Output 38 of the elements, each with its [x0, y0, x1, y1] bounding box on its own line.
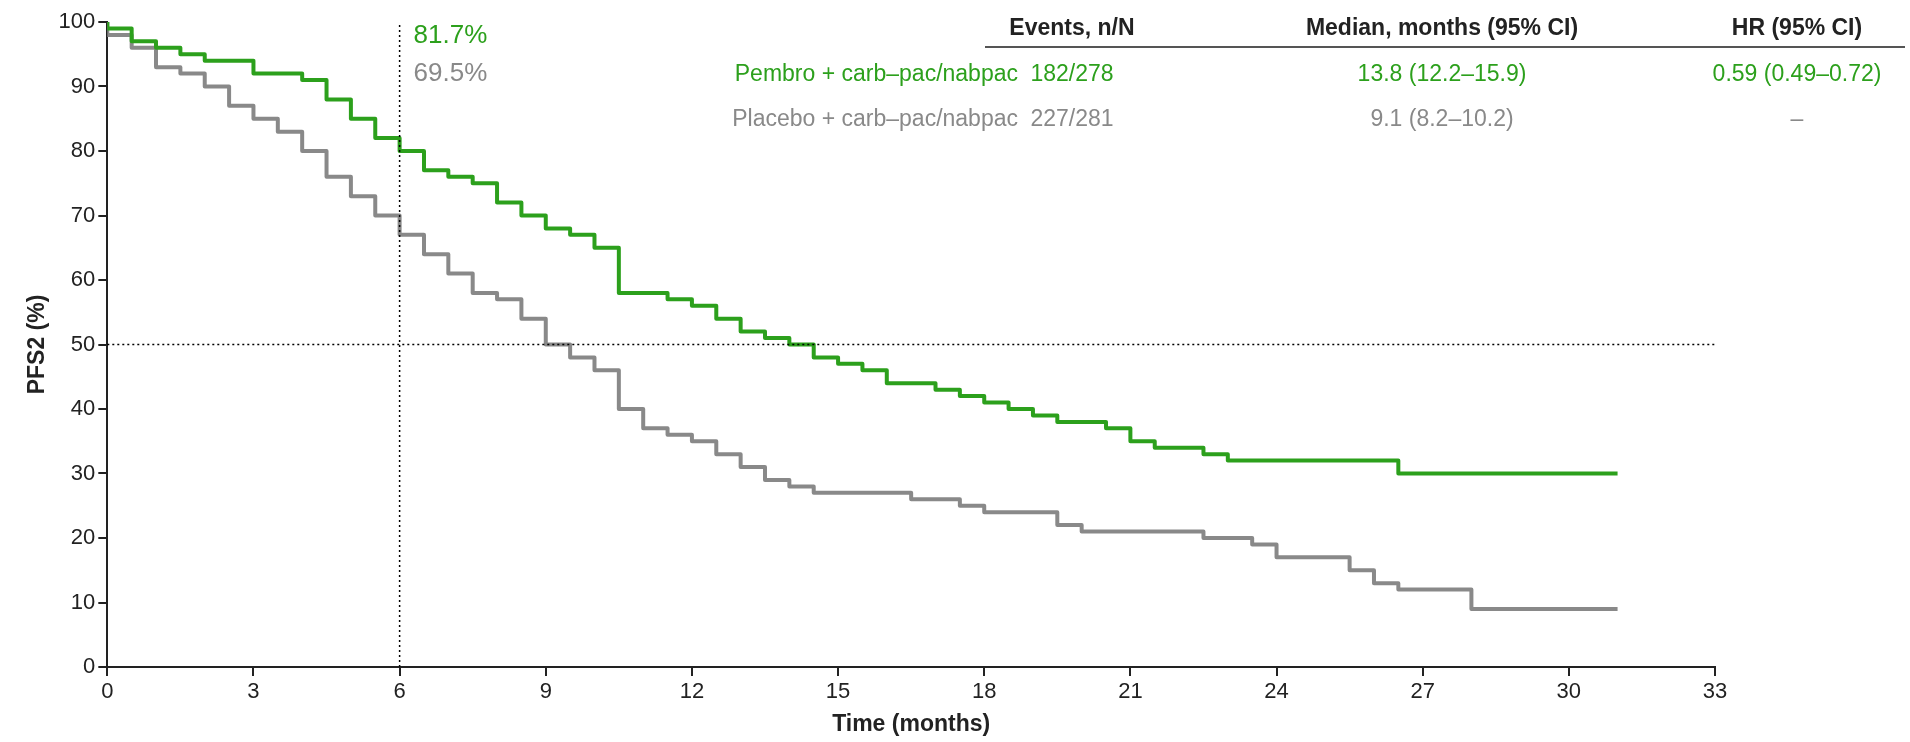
y-tick-label: 70 [70, 201, 96, 227]
x-tick-label: 33 [1702, 678, 1728, 704]
annotation: 182/278 [1030, 59, 1114, 87]
x-tick-label: 21 [1118, 678, 1143, 704]
annotation: 227/281 [1030, 104, 1114, 132]
y-tick-label: 20 [70, 524, 96, 550]
y-tick-label: 10 [70, 588, 96, 614]
y-axis-title: PFS2 (%) [23, 294, 50, 395]
annotation: 69.5% [413, 57, 488, 88]
annotation: 0.59 (0.49–0.72) [1712, 59, 1882, 87]
annotation: 13.8 (12.2–15.9) [1357, 59, 1527, 87]
x-axis-title: Time (months) [832, 709, 991, 736]
x-tick-label: 12 [679, 678, 705, 704]
y-tick-label: 0 [83, 653, 96, 679]
x-tick-label: 24 [1264, 678, 1289, 704]
y-tick-label: 90 [70, 72, 96, 98]
annotation: Median, months (95% CI) [1305, 13, 1579, 41]
x-tick-label: 6 [393, 678, 406, 704]
x-tick-label: 9 [539, 678, 552, 704]
text: Pembro + carb–pac/nabpac [734, 59, 1018, 87]
x-tick-label: 30 [1556, 678, 1582, 704]
x-tick-label: 3 [247, 678, 260, 704]
y-tick-label: 60 [70, 266, 96, 292]
x-tick-label: 0 [101, 678, 114, 704]
y-tick-label: 40 [70, 395, 96, 421]
annotation: Events, n/N [1009, 13, 1135, 41]
text: HR (95% CI) [1731, 13, 1863, 41]
annotation: 81.7% [413, 19, 488, 50]
text: – [1790, 104, 1804, 132]
y-tick-label: 100 [58, 8, 96, 34]
text: Placebo + carb–pac/nabpac [732, 104, 1018, 132]
y-tick-label: 50 [70, 330, 96, 356]
y-tick-label: 30 [70, 459, 96, 485]
y-tick-label: 80 [70, 137, 96, 163]
x-tick-label: 15 [825, 678, 851, 704]
x-tick-label: 27 [1410, 678, 1435, 704]
x-tick-label: 18 [971, 678, 997, 704]
annotation: 9.1 (8.2–10.2) [1370, 104, 1514, 132]
